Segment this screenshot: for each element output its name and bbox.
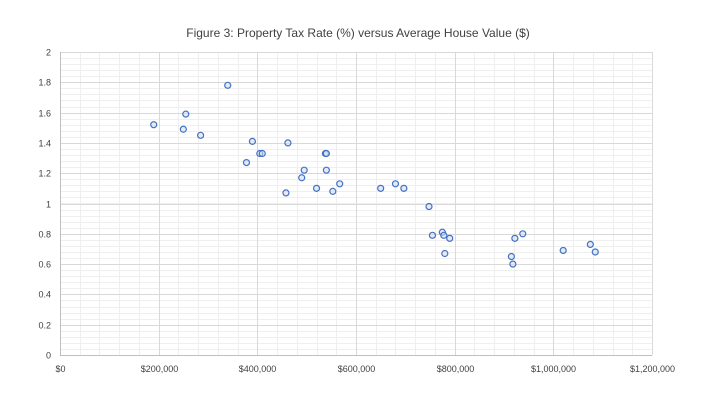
- data-point: [519, 230, 527, 238]
- y-tick-label: 0: [46, 351, 51, 361]
- x-tick-label: $0: [55, 364, 65, 374]
- data-point: [586, 240, 594, 249]
- y-tick-label: 1: [46, 200, 51, 210]
- y-tick-label: 1.8: [38, 78, 51, 88]
- data-point: [248, 137, 256, 145]
- data-point: [242, 158, 251, 167]
- data-point: [322, 149, 330, 158]
- x-tick-label: $600,000: [338, 364, 376, 374]
- data-points: [150, 81, 599, 268]
- data-point: [391, 180, 400, 188]
- chart-title: Figure 3: Property Tax Rate (%) versus A…: [186, 26, 530, 40]
- data-point: [258, 149, 266, 158]
- data-point: [591, 248, 599, 256]
- x-tick-label: $800,000: [437, 364, 475, 374]
- y-tick-label: 0.4: [38, 290, 51, 300]
- data-point: [179, 125, 187, 133]
- data-point: [284, 139, 292, 147]
- y-axis-tick-labels: 0 0.2 0.4 0.6 0.8 1 1.2 1.4 1.6 1.8 2: [38, 48, 51, 361]
- data-point: [300, 166, 308, 174]
- x-tick-label: $200,000: [141, 364, 179, 374]
- y-tick-label: 2: [46, 48, 51, 58]
- data-point: [377, 184, 385, 192]
- y-tick-label: 0.6: [38, 260, 51, 270]
- data-point: [440, 231, 448, 239]
- data-point: [197, 131, 205, 139]
- data-point: [282, 189, 290, 197]
- data-point: [446, 234, 454, 242]
- x-axis-tick-labels: $0 $200,000 $400,000 $600,000 $800,000 $1,000…: [55, 364, 675, 374]
- data-point: [559, 246, 567, 255]
- data-point: [182, 110, 190, 118]
- y-tick-label: 1.4: [38, 139, 51, 149]
- data-point: [511, 234, 519, 242]
- data-point: [298, 174, 306, 182]
- y-tick-label: 0.8: [38, 230, 51, 240]
- data-point: [509, 260, 517, 268]
- x-tick-label: $400,000: [239, 364, 277, 374]
- data-point: [322, 166, 330, 174]
- data-point: [224, 81, 232, 89]
- data-point: [329, 187, 337, 195]
- x-tick-label: $1,000,000: [531, 364, 576, 374]
- y-tick-label: 1.2: [38, 169, 51, 179]
- data-point: [441, 249, 449, 258]
- data-point: [400, 184, 408, 192]
- y-tick-label: 0.2: [38, 321, 51, 331]
- data-point: [336, 180, 344, 188]
- data-point: [425, 202, 433, 211]
- x-tick-label: $1,200,000: [630, 364, 675, 374]
- data-point: [312, 184, 321, 192]
- axes: [60, 52, 652, 356]
- data-point: [150, 121, 158, 129]
- data-point: [428, 231, 437, 239]
- data-point: [507, 252, 515, 261]
- y-tick-label: 1.6: [38, 109, 51, 119]
- major-gridlines: [60, 52, 653, 356]
